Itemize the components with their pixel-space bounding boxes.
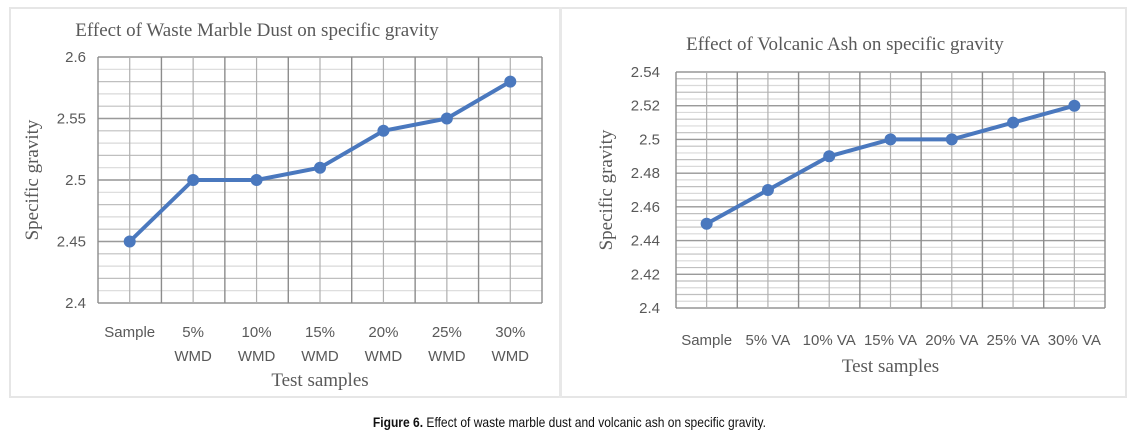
figure-caption-label: Figure 6. — [372, 414, 424, 430]
x-tick-label: 20% — [368, 324, 398, 341]
y-tick-label: 2.55 — [57, 111, 86, 128]
x-tick-label: 15% — [305, 324, 335, 341]
figure-caption: Figure 6. Effect of waste marble dust an… — [80, 414, 1060, 430]
y-axis-title: Specific gravity — [596, 129, 617, 250]
x-tick-label: Sample — [681, 332, 732, 349]
x-tick-label: WMD — [365, 348, 403, 365]
data-point — [504, 75, 517, 88]
y-tick-label: 2.4 — [639, 300, 660, 317]
y-tick-label: 2.42 — [631, 266, 660, 283]
y-tick-label: 2.54 — [631, 64, 660, 81]
x-tick-label: 10% VA — [803, 332, 856, 349]
x-axis-title: Test samples — [271, 370, 368, 391]
data-point — [123, 235, 136, 248]
x-tick-label: 25% — [432, 324, 462, 341]
x-tick-label: 30% VA — [1048, 332, 1101, 349]
x-axis-title: Test samples — [842, 356, 939, 377]
y-axis-title: Specific gravity — [22, 119, 43, 240]
y-tick-label: 2.46 — [631, 199, 660, 216]
data-point — [884, 133, 897, 146]
x-tick-label: WMD — [174, 348, 212, 365]
figure-caption-text: Effect of waste marble dust and volcanic… — [423, 414, 766, 430]
data-point — [945, 133, 958, 146]
data-point — [823, 150, 836, 163]
x-tick-label: 20% VA — [925, 332, 978, 349]
x-tick-label: 5% — [182, 324, 204, 341]
y-tick-label: 2.5 — [639, 131, 660, 148]
x-tick-label: 10% — [242, 324, 272, 341]
y-tick-label: 2.44 — [631, 233, 660, 250]
chart-waste-marble-dust: 2.4 2.45 2.5 2.55 2.6 Sample 5% WMD 10% WMD 15% WMD… — [22, 20, 543, 391]
y-tick-label: 2.48 — [631, 165, 660, 182]
y-tick-label: 2.52 — [631, 98, 660, 115]
data-point — [761, 184, 774, 196]
x-tick-label: 5% VA — [746, 332, 791, 349]
data-point — [1068, 99, 1081, 112]
y-tick-label: 2.6 — [65, 49, 86, 66]
data-point — [377, 124, 390, 137]
data-point — [314, 161, 326, 174]
chart-volcanic-ash: 2.4 2.42 2.44 2.46 2.48 2.5 2.52 2.54 Sample 5% V… — [596, 34, 1106, 377]
chart-title: Effect of Waste Marble Dust on specific … — [75, 20, 439, 41]
data-point — [187, 174, 200, 186]
x-tick-label: WMD — [492, 348, 530, 365]
x-tick-label: WMD — [428, 348, 466, 365]
data-point — [250, 174, 263, 186]
panel-divider — [559, 7, 562, 398]
data-point — [1007, 116, 1020, 129]
x-tick-label: 25% VA — [987, 332, 1040, 349]
data-point — [700, 217, 713, 230]
x-tick-label: WMD — [301, 348, 339, 365]
y-tick-label: 2.4 — [65, 295, 86, 312]
x-tick-label: 30% — [495, 324, 525, 341]
data-point — [440, 112, 453, 125]
x-tick-label: WMD — [238, 348, 276, 365]
y-tick-label: 2.45 — [57, 234, 86, 251]
chart-title: Effect of Volcanic Ash on specific gravi… — [686, 34, 1004, 55]
x-tick-label: Sample — [104, 324, 155, 341]
x-tick-label: 15% VA — [864, 332, 917, 349]
y-tick-label: 2.5 — [65, 172, 86, 189]
